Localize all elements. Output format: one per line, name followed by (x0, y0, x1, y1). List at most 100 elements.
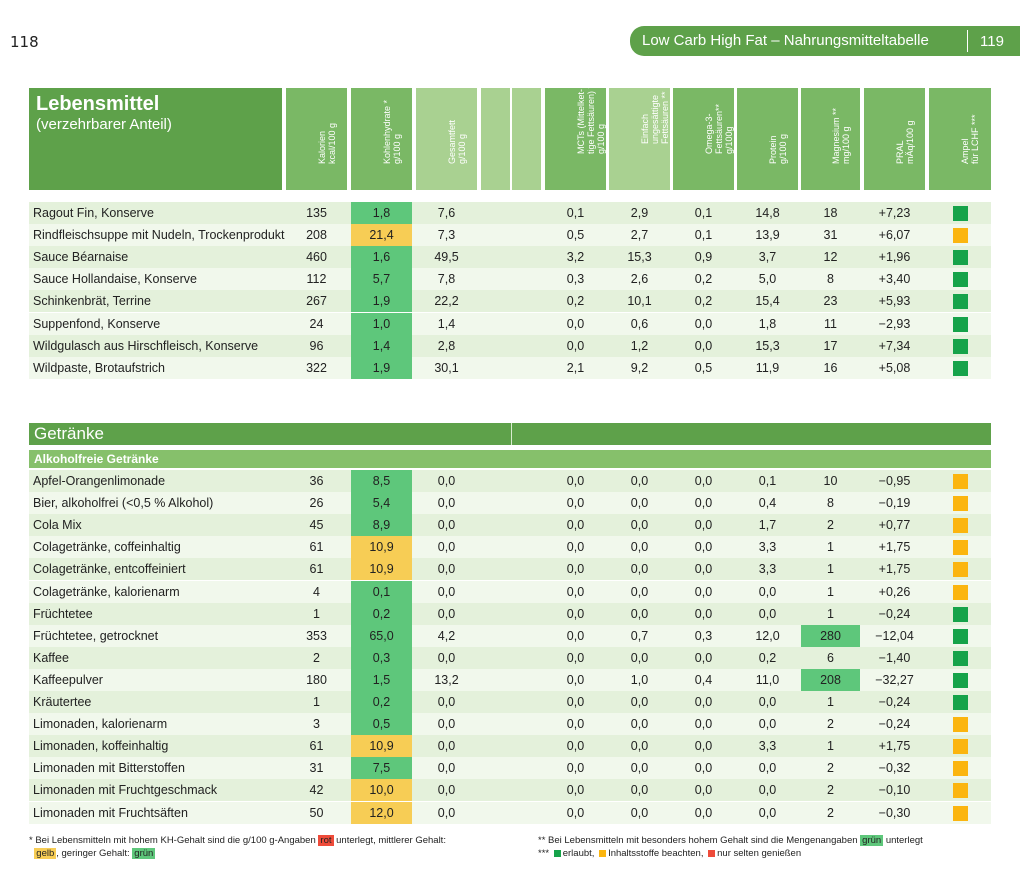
legend-beachten: Inhaltsstoffe beachten, (608, 848, 704, 859)
table-row: Ragout Fin, Konserve 135 1,8 7,6 0,1 2,9 0,1 14… (29, 202, 991, 224)
cell-omega: 0,5 (694, 360, 713, 375)
cell-mct: 0,0 (566, 562, 585, 577)
cell-mg: 280 (801, 624, 860, 647)
footnote-2-text-a: ** Bei Lebensmitteln mit besonders hohem… (538, 835, 858, 846)
cell-pral: −0,24 (878, 717, 911, 732)
cell-mct: 0,0 (566, 739, 585, 754)
cell-mg: 1 (827, 606, 834, 621)
cell-mufa: 0,6 (630, 316, 649, 331)
cell-omega: 0,4 (694, 672, 713, 687)
cell-mct: 3,2 (566, 250, 585, 265)
cell-pral: +1,75 (878, 562, 911, 577)
food-name: Colageträn­ke, coffeinhaltig (33, 540, 181, 555)
food-name: Früchtetee (33, 606, 93, 621)
running-header-title: Low Carb High Fat – Nahrungsmitteltabell… (630, 30, 968, 52)
ampel-indicator (952, 606, 968, 622)
cell-mufa: 0,0 (630, 562, 649, 577)
food-name: Bier, alkoholfrei (<0,5 % Alkohol) (33, 496, 214, 511)
column-header: Kalorien kcal/100 g (286, 88, 347, 190)
food-name: Colageträn­ke, entcoffeiniert (33, 562, 186, 577)
cell-kh: 5,4 (351, 492, 412, 515)
cell-mufa: 0,0 (630, 496, 649, 511)
cell-mct: 0,2 (566, 294, 585, 309)
cell-kcal: 267 (306, 294, 327, 309)
footnote-3-star: *** (538, 848, 550, 859)
table-row: Wildgulasch aus Hirschfleisch, Konserve 9… (29, 334, 991, 357)
column-header: MCTs (Mittelket- tige Fettsäuren) ** g/1… (545, 81, 606, 190)
food-name: Limonaden mit Fruchtsäften (33, 805, 188, 820)
ampel-indicator (952, 360, 968, 376)
cell-kcal: 61 (309, 739, 324, 754)
cell-kh: 0,3 (351, 646, 412, 669)
food-name: Kräutertee (33, 695, 92, 709)
table-row: Sauce Hollandaise, Konserve 112 5,7 7,8 0,3 2… (29, 268, 991, 291)
table-header-title: Lebensmittel (verzehrbarer Anteil) (29, 88, 282, 190)
cell-mufa: 0,0 (630, 650, 649, 665)
cell-protein: 0,0 (758, 783, 777, 798)
legend-red-square (708, 849, 716, 857)
table-row: Kaffeepulver 180 1,5 13,2 0,0 1,0 0,4 11,0 208 −3… (29, 668, 991, 691)
section-header-getraenke: Getränke (29, 423, 991, 445)
cell-fat: 49,5 (434, 250, 459, 265)
food-name: Apfel-Orangenlimonade (33, 474, 166, 488)
table-row: Früchtetee 1 0,2 0,0 0,0 0,0 0,0 0,0 1 −0,24 (29, 602, 991, 625)
cell-pral: −32,27 (875, 672, 914, 687)
cell-protein: 0,2 (758, 650, 777, 665)
food-name: Limonaden mit Fruchtgeschmack (33, 783, 218, 798)
cell-fat: 2,8 (437, 338, 456, 353)
cell-fat: 0,0 (437, 717, 456, 732)
cell-mufa: 1,2 (630, 338, 649, 353)
cell-omega: 0,0 (694, 540, 713, 555)
table-row: Limonaden mit Fruchtsäften 50 12,0 0,0 0,0 0,… (29, 801, 991, 824)
cell-fat: 0,0 (437, 783, 456, 798)
cell-mct: 0,5 (566, 228, 585, 243)
cell-kh: 10,9 (351, 735, 412, 758)
cell-pral: +7,34 (878, 338, 911, 353)
cell-fat: 0,0 (437, 584, 456, 599)
cell-kh: 1,0 (351, 312, 412, 335)
cell-kcal: 460 (306, 250, 327, 265)
subsection-header: Alkoholfreie Getränke (29, 450, 991, 468)
column-header-label: Kalorien kcal/100 g (316, 122, 337, 164)
cell-mct: 0,0 (566, 717, 585, 732)
cell-pral: +7,23 (878, 206, 911, 220)
cell-protein: 15,3 (755, 338, 780, 353)
column-header-label: Magnesium ** mg/100 g (830, 107, 851, 164)
cell-mufa: 0,7 (630, 628, 649, 643)
cell-kh: 0,2 (351, 602, 412, 625)
table-row: Früchtetee, getrocknet 353 65,0 4,2 0,0 0,7 0,… (29, 624, 991, 647)
cell-omega: 0,0 (694, 695, 713, 709)
cell-mg: 1 (827, 584, 834, 599)
cell-mg: 1 (827, 739, 834, 754)
cell-mg: 8 (827, 496, 834, 511)
cell-mg: 17 (823, 338, 838, 353)
cell-pral: −0,10 (878, 783, 911, 798)
cell-protein: 3,3 (758, 562, 777, 577)
food-name: Früchtetee, getrocknet (33, 628, 159, 643)
header-title: Lebensmittel (36, 93, 160, 115)
ampel-indicator (952, 672, 968, 688)
cell-kh: 8,5 (351, 470, 412, 492)
cell-omega: 0,9 (694, 250, 713, 265)
cell-pral: −0,24 (878, 606, 911, 621)
cell-fat: 0,0 (437, 650, 456, 665)
cell-protein: 0,1 (758, 474, 777, 488)
cell-mct: 0,0 (566, 805, 585, 820)
table-row: Limonaden mit Bitterstoffen 31 7,5 0,0 0,0 0,… (29, 757, 991, 780)
cell-fat: 4,2 (437, 628, 456, 643)
cell-kh: 10,0 (351, 779, 412, 802)
column-header: Einfach ungesättigte Fettsäuren ** g/100… (609, 88, 680, 190)
cell-omega: 0,0 (694, 717, 713, 732)
cell-protein: 12,0 (755, 628, 780, 643)
cell-pral: −0,95 (878, 474, 911, 488)
cell-pral: −2,93 (878, 316, 911, 331)
cell-mg: 2 (827, 805, 834, 820)
cell-omega: 0,0 (694, 474, 713, 488)
cell-kcal: 112 (306, 272, 327, 287)
table-row: Kaffee 2 0,3 0,0 0,0 0,0 0,0 0,2 6 −1,40 (29, 646, 991, 669)
column-header-label: MCTs (Mittelket- tige Fettsäuren) ** g/1… (575, 81, 606, 154)
cell-pral: +1,75 (878, 540, 911, 555)
ampel-indicator (952, 695, 968, 710)
section-title: Getränke (34, 424, 104, 443)
cell-mufa: 0,0 (630, 540, 649, 555)
